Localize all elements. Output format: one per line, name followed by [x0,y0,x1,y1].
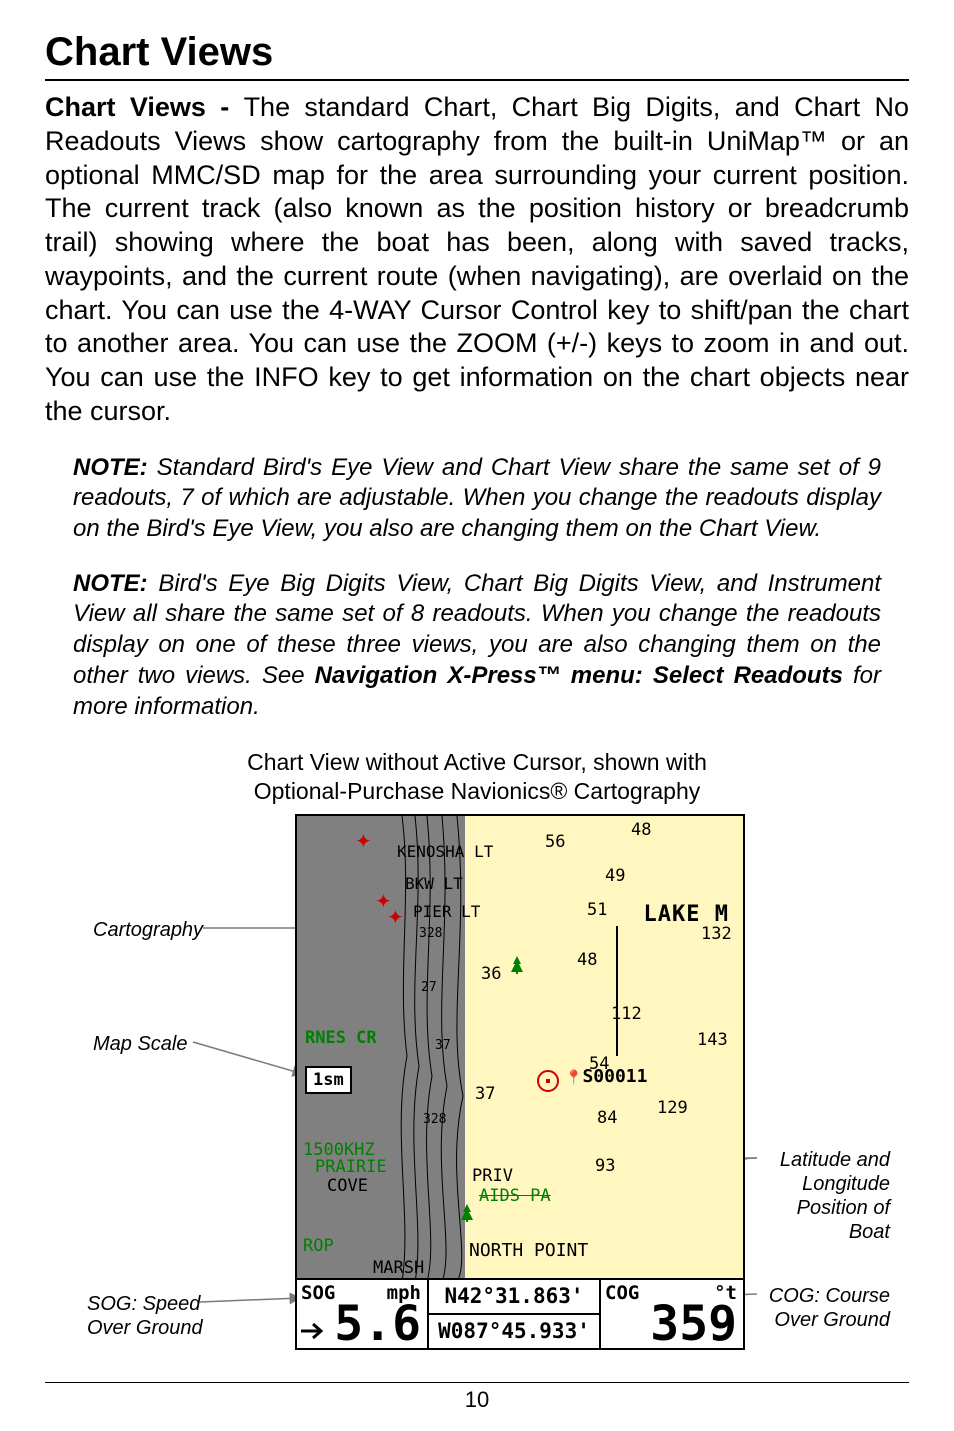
priv-label: PRIV [472,1166,513,1186]
aids-label: AIDS PA [479,1186,551,1206]
marker-kenosha: KENOSHA LT [397,842,493,861]
contour-lines [297,816,743,1348]
label-cog: COG: Course Over Ground [760,1284,890,1332]
depth: 93 [595,1156,615,1176]
longitude-value: W087°45.933' [429,1315,599,1350]
marker-pier: PIER LT [413,902,480,921]
readout-sog: SOG mph 5.6 [297,1280,429,1348]
depth: 37 [435,1038,451,1053]
figure-title-line1: Chart View without Active Cursor, shown … [247,749,707,775]
footer-rule [45,1382,909,1383]
depth: 49 [605,866,625,886]
label-cartography: Cartography [93,918,203,942]
note-bold-ref: Navigation X-Press™ menu: Select Readout… [315,662,853,689]
para-lead: Chart Views - [45,92,244,122]
depth: 51 [587,900,607,920]
depth: 132 [701,924,732,944]
marker-bkw: BKW LT [405,874,463,893]
label-rnes: RNES CR [305,1028,377,1048]
page-number: 10 [0,1387,954,1413]
title-rule [45,79,909,81]
depth: 143 [697,1030,728,1050]
readout-bar: SOG mph 5.6 N42°31.863' W087°45.933' COG… [297,1278,743,1348]
depth: 56 [545,832,565,852]
tree-icon [511,956,523,974]
note-label: NOTE: [73,570,158,597]
readout-position: N42°31.863' W087°45.933' [429,1280,601,1348]
note-1: NOTE: Standard Bird's Eye View and Chart… [45,453,909,545]
cog-value: 359 [601,1300,737,1348]
depth: 112 [611,1004,642,1024]
label-sog: SOG: Speed Over Ground [87,1292,217,1340]
boat-position-icon [537,1070,559,1092]
note-2: NOTE: Bird's Eye Big Digits View, Chart … [45,569,909,723]
label-latlon: Latitude and Longitude Position of Boat [760,1148,890,1244]
map-scale-box: 1sm [305,1066,352,1094]
figure-container: Cartography Map Scale SOG: Speed Over Gr… [45,814,909,1374]
khz-label: 1500KHZ PRAIRIE [303,1142,387,1176]
depth: 27 [421,980,437,995]
depth: 48 [577,950,597,970]
depth: 328 [419,926,442,941]
marsh-label: MARSH [373,1258,424,1278]
north-point-label: NORTH POINT [469,1240,588,1261]
depth: 48 [631,820,651,840]
sog-value: 5.6 [297,1300,421,1348]
depth: 129 [657,1098,688,1118]
page-title: Chart Views [45,30,909,75]
figure-title-line2: Optional-Purchase Navionics® Cartography [254,778,701,804]
latitude-value: N42°31.863' [429,1280,599,1315]
depth: 328 [423,1112,446,1127]
chart-screenshot: ✦ ✦ ✦ KENOSHA LT BKW LT PIER LT LAKE M 4… [295,814,745,1350]
intro-paragraph: Chart Views - The standard Chart, Chart … [45,91,909,429]
light-icon: ✦ [355,834,371,850]
rop-label: ROP [303,1236,334,1256]
para-body: The standard Chart, Chart Big Digits, an… [45,92,909,426]
boat-waypoint-label: 📍S00011 [565,1066,647,1087]
depth: 37 [475,1084,495,1104]
readout-cog: COG °t 359 [601,1280,743,1348]
note-text: Standard Bird's Eye View and Chart View … [73,454,881,542]
tree-icon [461,1204,473,1222]
depth: 36 [481,964,501,984]
note-label: NOTE: [73,454,157,481]
cove-label: COVE [327,1176,368,1196]
light-icon: ✦ [387,910,403,926]
boat-id: S00011 [582,1066,647,1087]
depth: 84 [597,1108,617,1128]
figure-caption: Chart View without Active Cursor, shown … [45,748,909,806]
label-map-scale: Map Scale [93,1032,188,1056]
prairie-label: PRAIRIE [303,1157,387,1177]
